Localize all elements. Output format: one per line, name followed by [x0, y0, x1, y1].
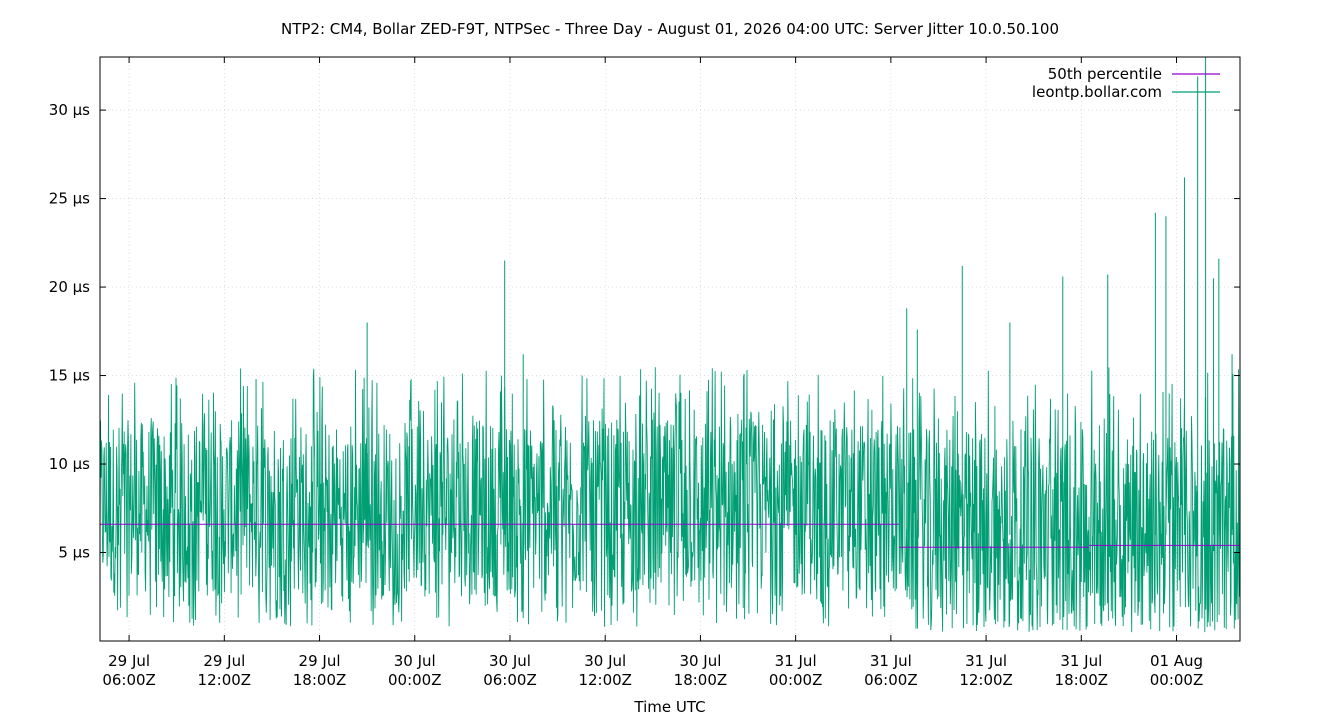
y-tick-label: 10 µs [49, 455, 90, 473]
legend-label: leontp.bollar.com [1032, 83, 1162, 101]
x-tick-label-date: 30 Jul [679, 652, 721, 670]
y-tick-label: 25 µs [49, 190, 90, 208]
x-axis-label: Time UTC [633, 698, 705, 716]
x-tick-label-date: 29 Jul [108, 652, 150, 670]
y-axis: 5 µs 10 µs 15 µs 20 µs 25 µs 30 µs [49, 101, 1240, 562]
x-tick-label-date: 30 Jul [394, 652, 436, 670]
x-tick-label-date: 31 Jul [965, 652, 1007, 670]
series-50th-percentile [100, 523, 1240, 548]
legend-label: 50th percentile [1048, 65, 1162, 83]
x-tick-label-time: 00:00Z [769, 671, 823, 689]
y-tick-label: 20 µs [49, 278, 90, 296]
x-tick-label-time: 12:00Z [578, 671, 632, 689]
x-tick-label-time: 18:00Z [674, 671, 728, 689]
y-tick-label: 5 µs [58, 544, 90, 562]
x-tick-label-date: 31 Jul [1060, 652, 1102, 670]
series-leontp-bollar-com [99, 57, 1241, 633]
x-tick-label-time: 06:00Z [483, 671, 537, 689]
x-tick-label-time: 06:00Z [102, 671, 156, 689]
x-tick-label-time: 12:00Z [959, 671, 1013, 689]
chart-title: NTP2: CM4, Bollar ZED-F9T, NTPSec - Thre… [281, 20, 1059, 38]
jitter-trace [99, 367, 1241, 633]
plot-frame [99, 56, 1241, 642]
x-tick-label-time: 12:00Z [198, 671, 252, 689]
x-tick-label-date: 31 Jul [870, 652, 912, 670]
x-tick-label-date: 31 Jul [775, 652, 817, 670]
x-tick-label-date: 01 Aug [1150, 652, 1203, 670]
x-tick-label-time: 06:00Z [864, 671, 918, 689]
y-tick-label: 30 µs [49, 101, 90, 119]
x-tick-label-date: 29 Jul [203, 652, 245, 670]
y-tick-label: 15 µs [49, 367, 90, 385]
x-tick-label-time: 18:00Z [293, 671, 347, 689]
x-tick-label-date: 29 Jul [299, 652, 341, 670]
plot-area [99, 57, 1241, 633]
x-tick-label-time: 00:00Z [1150, 671, 1204, 689]
x-tick-label-date: 30 Jul [489, 652, 531, 670]
x-tick-label-date: 30 Jul [584, 652, 626, 670]
grid-lines [100, 57, 1240, 641]
x-tick-label-time: 00:00Z [388, 671, 442, 689]
x-tick-label-time: 18:00Z [1055, 671, 1109, 689]
